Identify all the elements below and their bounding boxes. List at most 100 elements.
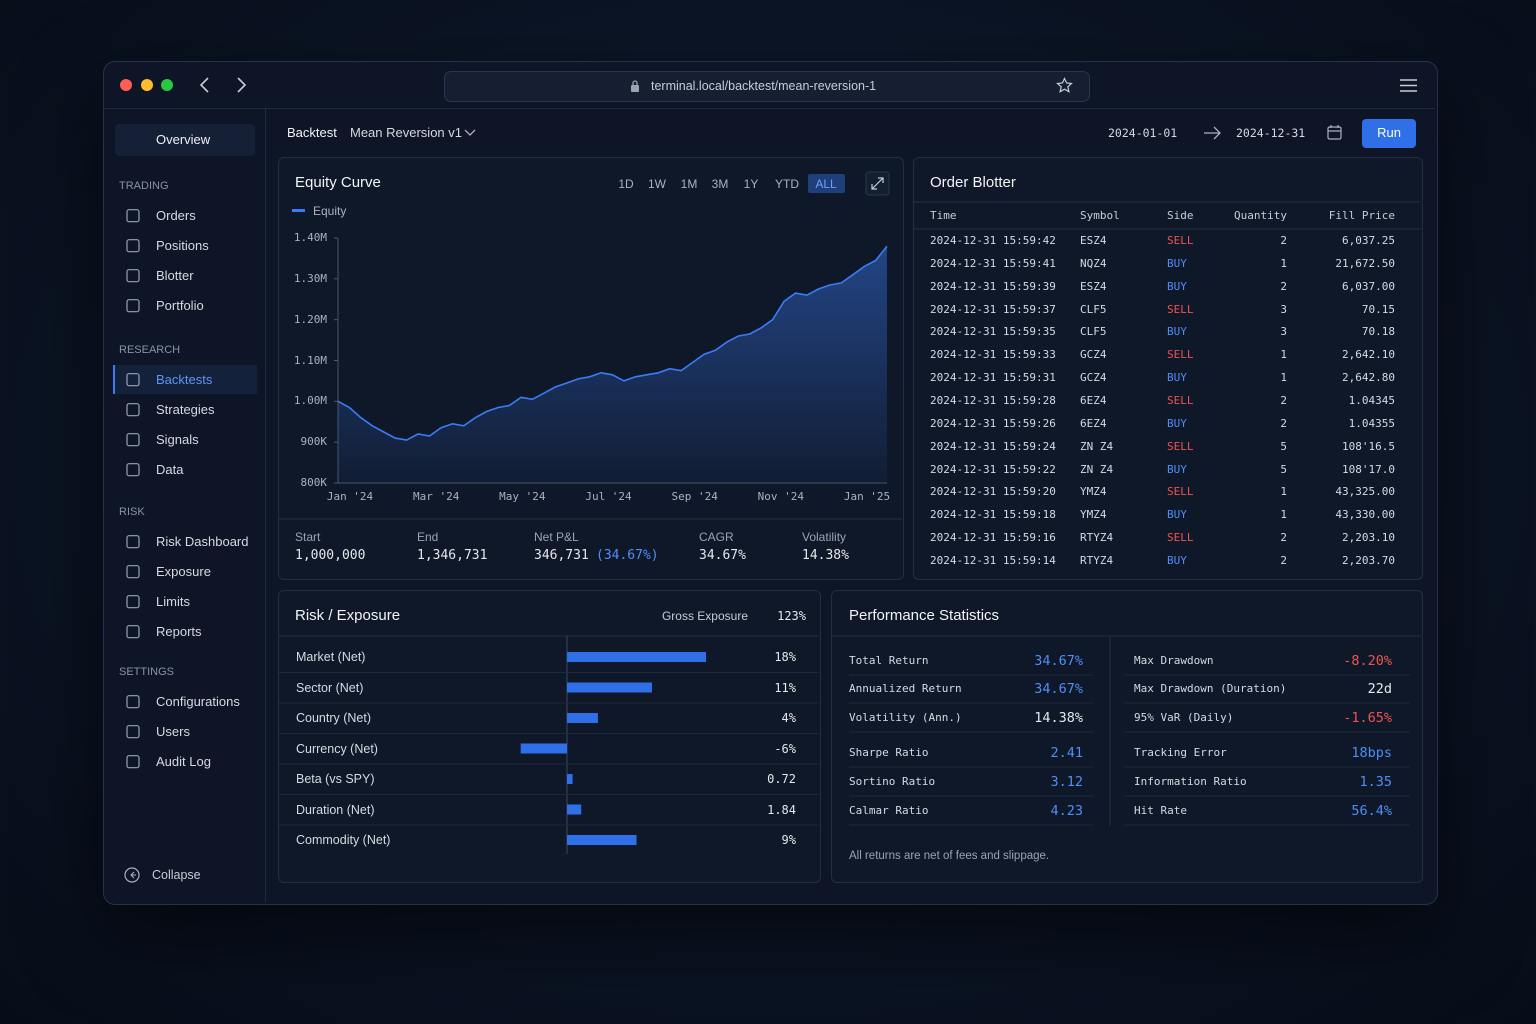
range-button[interactable]: YTD [775, 177, 799, 191]
nav-item[interactable]: Signals [156, 431, 199, 447]
nav-icon [126, 595, 140, 609]
strategy-select[interactable]: Mean Reversion v1 [350, 125, 462, 140]
table-cell: GCZ4 [1080, 348, 1107, 362]
nav-item[interactable]: Users [156, 723, 190, 739]
stat-value: 34.67% [1034, 681, 1083, 697]
table-cell: 2024-12-31 15:59:35 [930, 325, 1056, 339]
table-cell: 2 [1280, 416, 1287, 430]
minimize-button[interactable] [141, 79, 153, 91]
nav-icon [126, 269, 140, 283]
range-button[interactable]: 1Y [743, 177, 759, 191]
table-cell: 2 [1280, 531, 1287, 545]
stat-label: Sortino Ratio [849, 775, 936, 788]
summary-value: 1,000,000 [295, 548, 366, 563]
collapse-button[interactable]: Collapse [152, 868, 201, 882]
column-header: Quantity [1234, 209, 1287, 222]
range-button[interactable]: ALL [815, 177, 837, 191]
table-cell: SELL [1167, 439, 1194, 453]
nav-buttons[interactable] [196, 76, 252, 94]
nav-item[interactable]: Portfolio [156, 297, 204, 313]
nav-item[interactable]: Blotter [156, 267, 194, 283]
table-cell: 1.04345 [1348, 394, 1395, 408]
table-cell: YMZ4 [1080, 485, 1107, 499]
y-tick-label: 1.20M [293, 312, 327, 326]
nav-icon [126, 433, 140, 447]
run-button[interactable] [1362, 119, 1416, 148]
nav-item[interactable]: Limits [156, 593, 190, 609]
range-button[interactable]: 1M [680, 177, 698, 191]
column-header: Symbol [1080, 209, 1120, 222]
table-cell: 2024-12-31 15:59:37 [930, 302, 1056, 316]
nav-icon [126, 565, 140, 579]
menu-icon[interactable] [1399, 78, 1418, 93]
table-cell: 1 [1280, 256, 1287, 270]
end-date[interactable]: 2024-12-31 [1236, 126, 1306, 140]
nav-item[interactable]: Orders [156, 207, 196, 223]
table-cell: BUY [1167, 325, 1187, 339]
bookmark-icon[interactable] [1056, 77, 1073, 94]
nav-item[interactable]: Audit Log [156, 753, 211, 769]
x-tick-label: May '24 [499, 490, 546, 503]
table-cell: 108'17.0 [1342, 462, 1395, 476]
range-button[interactable]: 1W [648, 177, 666, 191]
table-cell: 2024-12-31 15:59:41 [930, 256, 1056, 270]
stat-value: -1.65% [1343, 710, 1392, 726]
stat-label: Tracking Error [1134, 746, 1227, 759]
range-active [808, 174, 845, 193]
nav-icon [126, 299, 140, 313]
nav-item[interactable]: Exposure [156, 563, 211, 579]
table-cell: 3 [1280, 325, 1287, 339]
summary-value: 346,731 [534, 548, 589, 563]
table-cell: 2024-12-31 15:59:28 [930, 394, 1056, 408]
y-tick-label: 800K [300, 476, 328, 489]
risk-label: Commodity (Net) [296, 833, 391, 847]
table-cell: 2,203.70 [1342, 554, 1395, 568]
nav-icon [126, 625, 140, 639]
nav-item[interactable]: Backtests [156, 371, 213, 387]
nav-item-bg[interactable] [115, 124, 255, 156]
risk-value: 4% [781, 711, 796, 725]
stat-value: 3.12 [1050, 774, 1083, 790]
nav-item[interactable]: Overview [156, 132, 211, 147]
nav-item[interactable]: Configurations [156, 693, 240, 709]
breadcrumb: Backtest [287, 125, 337, 140]
panel-title: Order Blotter [930, 174, 1016, 191]
url-text: terminal.local/backtest/mean-reversion-1 [651, 79, 877, 93]
table-cell: BUY [1167, 416, 1187, 430]
table-cell: 70.15 [1361, 302, 1395, 316]
nav-item[interactable]: Strategies [156, 401, 215, 417]
maximize-button[interactable] [161, 79, 173, 91]
table-cell: 2,642.10 [1342, 348, 1395, 362]
y-tick-label: 1.00M [293, 394, 327, 408]
nav-section: RESEARCH [119, 344, 181, 356]
nav-icon [126, 535, 140, 549]
stat-label: Calmar Ratio [849, 804, 929, 817]
run-label[interactable]: Run [1377, 125, 1401, 140]
summary-label: Start [295, 530, 321, 544]
nav-item[interactable]: Positions [156, 237, 209, 253]
legend-label: Equity [313, 204, 347, 218]
column-header: Side [1167, 209, 1194, 222]
address-bar[interactable] [444, 71, 1090, 102]
start-date[interactable]: 2024-01-01 [1108, 126, 1178, 140]
lock-icon [631, 80, 639, 92]
table-cell: 2 [1280, 234, 1287, 247]
risk-label: Duration (Net) [296, 802, 375, 817]
nav-item[interactable]: Data [156, 461, 184, 477]
table-cell: BUY [1167, 256, 1187, 270]
table-cell: 2024-12-31 15:59:39 [930, 279, 1056, 293]
bar [567, 774, 573, 784]
range-button[interactable]: 1D [618, 177, 634, 191]
nav-item[interactable]: Reports [156, 623, 202, 639]
close-button[interactable] [120, 79, 132, 91]
table-cell: 2024-12-31 15:59:20 [930, 485, 1056, 499]
range-button[interactable]: 3M [711, 177, 729, 191]
table-cell: 1 [1280, 485, 1287, 499]
stat-value: 4.23 [1050, 803, 1083, 819]
table-cell: CLF5 [1080, 302, 1107, 316]
nav-active-bg[interactable] [113, 364, 257, 394]
table-cell: 2024-12-31 15:59:42 [930, 234, 1056, 247]
table-cell: GCZ4 [1080, 371, 1107, 385]
table-cell: RTYZ4 [1080, 554, 1114, 568]
nav-item[interactable]: Risk Dashboard [156, 533, 249, 549]
